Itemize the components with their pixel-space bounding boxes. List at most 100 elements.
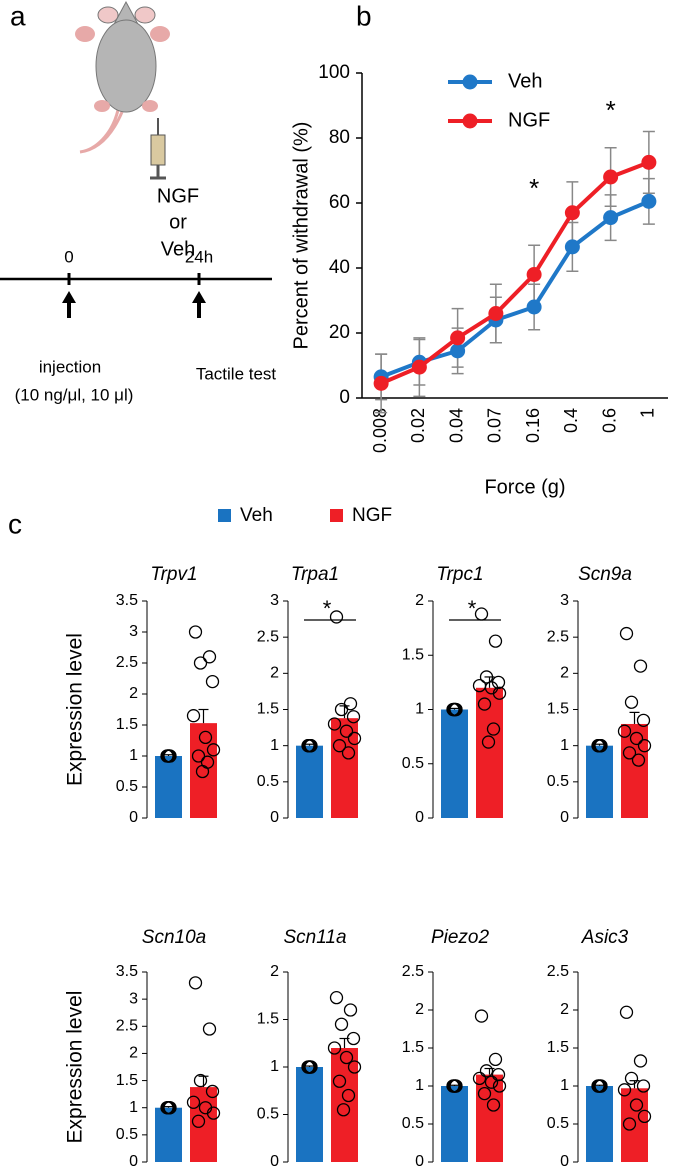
data-point bbox=[188, 625, 203, 639]
y-axis-label: Percent of withdrawal (%) bbox=[290, 122, 312, 350]
bar bbox=[476, 687, 503, 818]
y-tick-label: 80 bbox=[329, 127, 350, 148]
data-point bbox=[198, 730, 213, 745]
series-marker bbox=[488, 306, 504, 321]
y-tick-label: 2 bbox=[270, 665, 279, 682]
x-tick-label: 0.07 bbox=[485, 408, 505, 443]
data-point bbox=[622, 746, 637, 760]
bar bbox=[441, 709, 468, 818]
y-tick-label: 1 bbox=[560, 737, 569, 754]
y-tick-label: 2 bbox=[415, 1001, 424, 1018]
annotation: * bbox=[529, 173, 539, 203]
data-point bbox=[188, 976, 203, 990]
y-tick-label: 1 bbox=[129, 747, 138, 764]
y-tick-label: 3.5 bbox=[116, 963, 138, 980]
data-point bbox=[343, 1003, 358, 1017]
data-point bbox=[484, 1075, 499, 1089]
bar bbox=[155, 756, 182, 818]
x-tick-label: 0.4 bbox=[561, 408, 581, 433]
y-tick-label: 0 bbox=[270, 809, 279, 826]
significance-mark: * bbox=[468, 596, 477, 621]
y-tick-label: 0 bbox=[339, 387, 350, 408]
chart-title: Piezo2 bbox=[431, 927, 490, 948]
data-point bbox=[327, 717, 342, 731]
data-point bbox=[629, 1098, 644, 1112]
data-point bbox=[334, 1017, 349, 1031]
data-point bbox=[477, 697, 492, 711]
data-point bbox=[619, 1005, 634, 1019]
data-point bbox=[302, 1060, 317, 1074]
ear bbox=[97, 6, 119, 24]
panel-label: c bbox=[8, 508, 22, 539]
data-point bbox=[303, 739, 317, 753]
event-label: Tactile test bbox=[196, 364, 277, 383]
y-axis-label: Expression level bbox=[64, 633, 87, 786]
y-tick-label: 1 bbox=[270, 1058, 279, 1075]
y-tick-label: 100 bbox=[318, 62, 350, 83]
legend-label: Veh bbox=[240, 505, 273, 526]
y-tick-label: 0.5 bbox=[547, 773, 569, 790]
data-point bbox=[327, 1041, 342, 1055]
paw bbox=[150, 26, 170, 42]
data-point bbox=[479, 670, 494, 684]
bar bbox=[621, 1088, 648, 1162]
y-tick-label: 0 bbox=[129, 809, 138, 826]
y-tick-label: 3 bbox=[129, 990, 138, 1007]
legend-swatch bbox=[330, 509, 343, 522]
y-tick-label: 1.5 bbox=[116, 1072, 138, 1089]
data-point bbox=[339, 1050, 354, 1065]
legend-swatch bbox=[218, 509, 231, 522]
y-tick-label: 2 bbox=[129, 1045, 138, 1062]
bar bbox=[155, 1107, 182, 1162]
data-point bbox=[161, 749, 176, 763]
y-tick-label: 2.5 bbox=[547, 963, 569, 980]
tail bbox=[79, 109, 124, 154]
data-point bbox=[488, 1052, 503, 1067]
data-point bbox=[637, 1109, 652, 1124]
series-marker bbox=[603, 169, 619, 185]
panel-label: b bbox=[356, 0, 372, 31]
data-point bbox=[346, 1031, 361, 1046]
y-axis-label: Expression level bbox=[64, 991, 87, 1144]
y-tick-label: 1.5 bbox=[547, 1039, 569, 1056]
y-tick-label: 1 bbox=[415, 1077, 424, 1094]
y-tick-label: 1.5 bbox=[402, 646, 424, 663]
data-point bbox=[481, 735, 496, 749]
data-point bbox=[479, 1064, 494, 1078]
mouse-illustration bbox=[75, 0, 170, 180]
data-point bbox=[332, 739, 347, 753]
y-tick-label: 2 bbox=[270, 963, 279, 980]
y-tick-label: 2 bbox=[415, 592, 424, 609]
data-point bbox=[492, 1079, 507, 1093]
foot bbox=[94, 100, 110, 112]
y-tick-label: 0.5 bbox=[547, 1115, 569, 1132]
y-tick-label: 0.5 bbox=[257, 1106, 279, 1123]
data-point bbox=[448, 1079, 462, 1093]
data-point bbox=[193, 656, 208, 670]
data-point bbox=[332, 1074, 347, 1088]
foot bbox=[142, 100, 158, 112]
syringe bbox=[150, 134, 166, 166]
y-tick-label: 1 bbox=[560, 1077, 569, 1094]
y-tick-label: 2.5 bbox=[257, 628, 279, 645]
data-point bbox=[186, 709, 201, 723]
chart-title: Scn10a bbox=[142, 927, 206, 948]
arrow bbox=[192, 291, 206, 318]
y-tick-label: 3.5 bbox=[116, 592, 138, 609]
data-point bbox=[193, 1073, 208, 1088]
legend-marker bbox=[462, 113, 478, 129]
data-point bbox=[633, 659, 648, 673]
series-marker bbox=[641, 193, 657, 209]
y-tick-label: 0.5 bbox=[116, 1126, 138, 1143]
data-point bbox=[472, 1071, 487, 1086]
data-point bbox=[637, 739, 652, 753]
bar bbox=[331, 1048, 358, 1162]
y-tick-label: 0 bbox=[415, 1153, 424, 1170]
timeline-label: 0 bbox=[64, 247, 73, 266]
bar bbox=[190, 723, 217, 818]
data-point bbox=[191, 749, 206, 763]
data-point bbox=[617, 724, 632, 738]
x-tick-label: 0.16 bbox=[523, 408, 543, 443]
data-point bbox=[347, 731, 362, 746]
